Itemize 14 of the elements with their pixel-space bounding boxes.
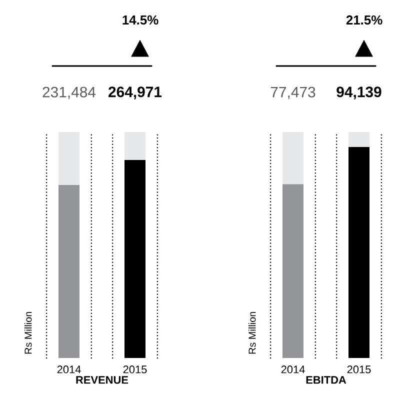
data-label: 264,971 [108, 86, 162, 100]
x-tick-label: 2014 [57, 366, 81, 374]
text: 21.5% [346, 15, 382, 25]
data-label: 77,473 [270, 86, 316, 100]
x-tick-label: 2015 [123, 366, 147, 374]
data-label: 231,484 [42, 86, 96, 100]
x-axis-title: EBITDA [306, 376, 346, 384]
x-tick-label: 2014 [281, 366, 305, 374]
text: 14.5% [122, 15, 158, 25]
y-axis-title: Rs Million [24, 312, 32, 354]
y-axis-title: Rs Million [248, 312, 256, 354]
x-tick-label: 2015 [347, 366, 371, 374]
x-axis-title: REVENUE [76, 376, 128, 384]
data-label: 94,139 [336, 86, 382, 100]
